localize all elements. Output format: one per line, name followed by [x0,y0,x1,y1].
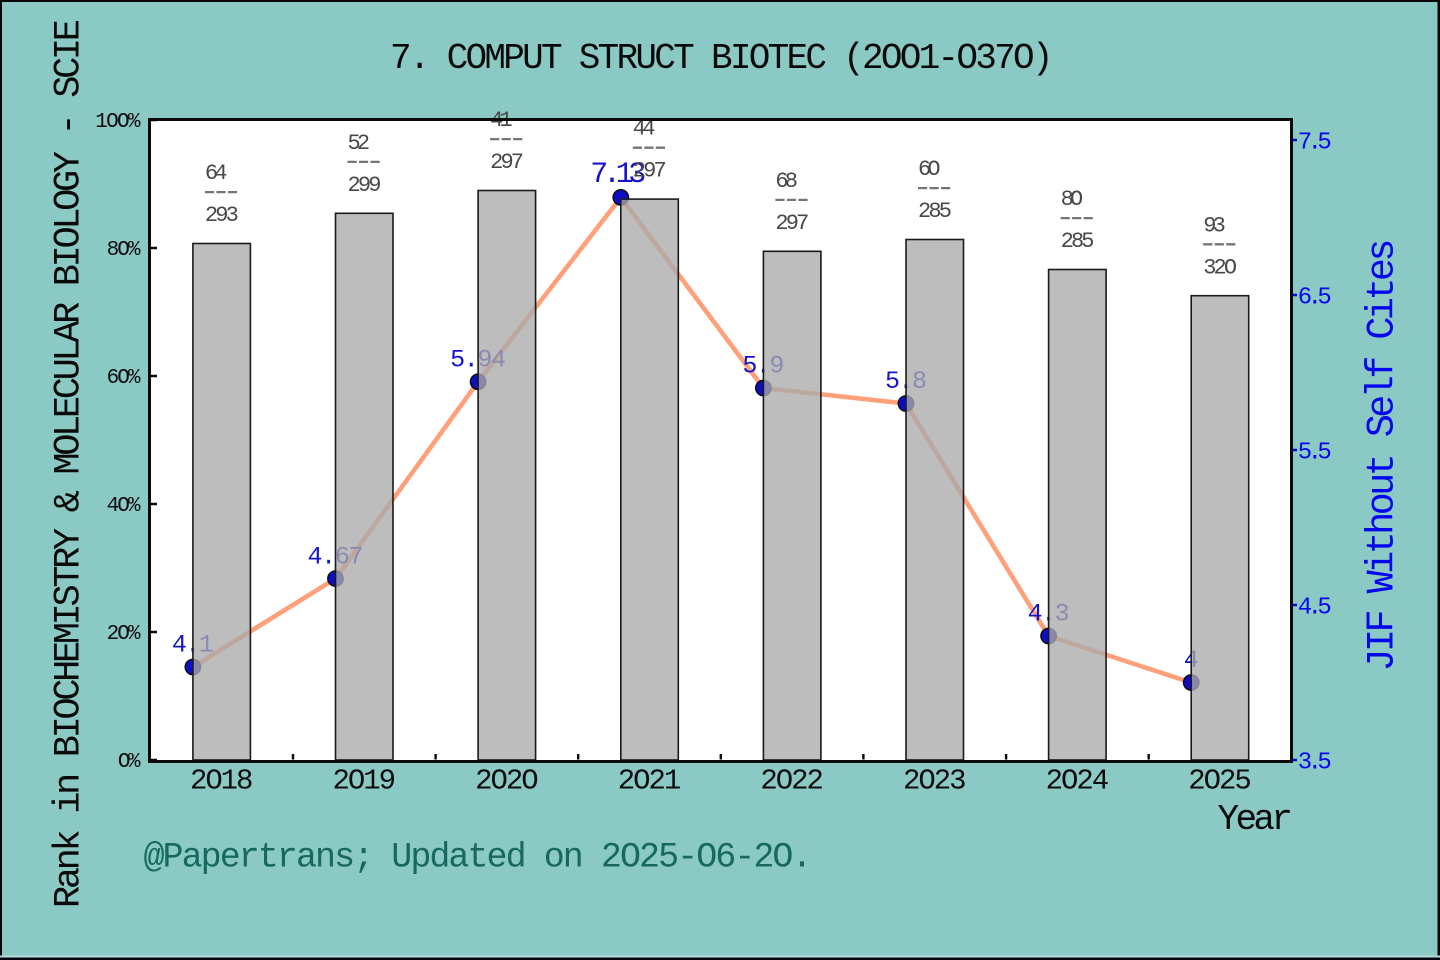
svg-text:2O23: 2O23 [903,764,967,797]
svg-text:3.5: 3.5 [1298,749,1332,776]
svg-text:52: 52 [348,131,371,156]
svg-text:297: 297 [490,150,524,175]
svg-text:8O: 8O [1061,187,1084,212]
svg-text:297: 297 [633,159,667,184]
svg-text:2O25: 2O25 [1188,764,1252,797]
svg-text:4O%: 4O% [107,495,141,518]
svg-text:44: 44 [633,117,656,142]
svg-text:64: 64 [205,161,228,186]
svg-text:7.5: 7.5 [1298,129,1332,156]
svg-text:8O%: 8O% [107,239,141,262]
svg-text:2O2O: 2O2O [475,764,539,797]
svg-text:68: 68 [775,169,798,194]
svg-text:2O19: 2O19 [333,764,397,797]
svg-text:Year: Year [1218,799,1294,840]
svg-text:2O22: 2O22 [760,764,824,797]
svg-text:299: 299 [348,173,382,198]
svg-text:7. COMPUT STRUCT BIOTEC (2OO1-: 7. COMPUT STRUCT BIOTEC (2OO1-O37O) [390,38,1054,79]
svg-text:32O: 32O [1203,255,1237,280]
svg-text:2O%: 2O% [107,623,141,646]
svg-text:@Papertrans; Updated on 2O25-O: @Papertrans; Updated on 2O25-O6-2O. [144,838,813,878]
svg-text:2O24: 2O24 [1046,764,1110,797]
svg-text:JIF Without Self Cites: JIF Without Self Cites [1361,239,1405,672]
svg-text:297: 297 [775,211,809,236]
svg-text:6.5: 6.5 [1298,284,1332,311]
svg-text:293: 293 [205,203,239,228]
svg-text:285: 285 [918,199,952,224]
svg-text:Rank in BIOCHEMISTRY & MOLECUL: Rank in BIOCHEMISTRY & MOLECULAR BIOLOGY… [49,19,91,908]
svg-text:2O18: 2O18 [190,764,254,797]
svg-text:7.13: 7.13 [590,158,646,192]
svg-text:1OO%: 1OO% [95,111,141,134]
svg-text:4.5: 4.5 [1298,594,1332,621]
svg-text:6O: 6O [918,157,941,182]
svg-text:5.5: 5.5 [1298,439,1332,466]
svg-text:2O21: 2O21 [618,764,682,797]
svg-text:285: 285 [1061,229,1095,254]
svg-text:93: 93 [1203,213,1226,238]
svg-text:O%: O% [118,751,141,774]
svg-text:6O%: 6O% [107,367,141,390]
